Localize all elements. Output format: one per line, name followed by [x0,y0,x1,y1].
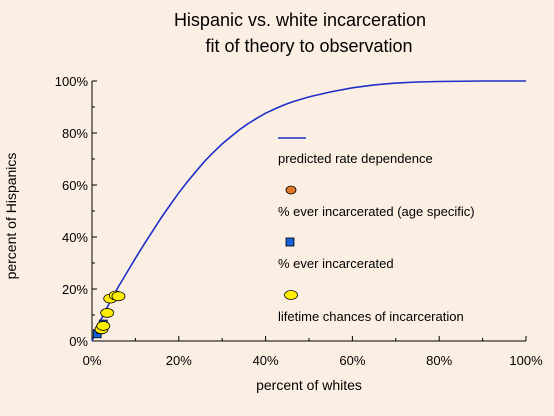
x-tick-label: 20% [166,353,192,368]
y-tick-label: 0% [69,334,88,349]
y-tick-label: 40% [62,230,88,245]
y-tick-label: 100% [55,74,89,89]
series-line-predicted-rate [91,80,526,342]
plot-area: 0% 20% 40% 60% 80% 100% 0% 20% 40% 60% 80% 100% [55,74,543,368]
legend-orange-circle-marker [285,185,297,195]
legend-label-ever-incarcerated: % ever incarcerated [278,256,394,271]
chart-title-line-2: fit of theory to observation [205,36,412,56]
x-tick-label: 0% [83,353,102,368]
x-tick-label: 80% [426,353,452,368]
legend-label-age-specific: % ever incarcerated (age specific) [278,204,475,219]
data-point-ellipse [96,321,111,331]
data-point-ellipse [111,291,126,302]
x-axis-label: percent of whites [256,377,362,393]
legend-yellow-ellipse-marker [284,290,298,300]
legend-label-lifetime: lifetime chances of incarceration [278,309,464,324]
chart-title-line-1: Hispanic vs. white incarceration [174,10,426,30]
legend-blue-square-marker [285,237,295,247]
x-tick-label: 60% [339,353,365,368]
legend: predicted rate dependence % ever incarce… [278,137,475,324]
y-tick-label: 20% [62,282,88,297]
legend-label-predicted: predicted rate dependence [278,151,433,166]
x-tick-label: 100% [509,353,543,368]
x-tick-label: 40% [253,353,279,368]
y-axis-label: percent of Hispanics [3,153,19,280]
y-tick-label: 60% [62,178,88,193]
data-point-ellipse [100,308,115,318]
y-tick-label: 80% [62,126,88,141]
